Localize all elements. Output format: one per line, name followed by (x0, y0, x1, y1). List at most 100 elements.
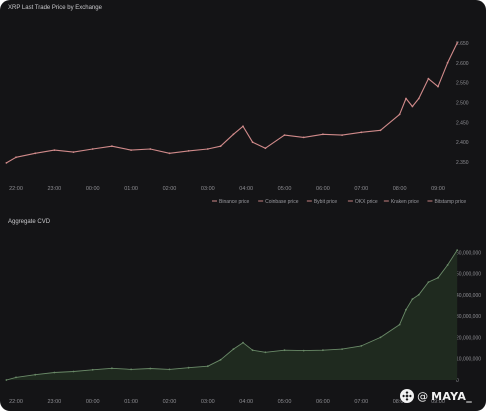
data-point (398, 323, 401, 326)
y-tick-label: 50,000,000 (456, 272, 481, 278)
y-tick-label: 2.600 (456, 61, 469, 67)
y-tick-label: 40,000,000 (456, 293, 481, 299)
y-tick-label: 0 (456, 378, 459, 384)
data-point (5, 162, 8, 164)
x-tick-label: 03:00 (201, 186, 215, 192)
data-point (34, 152, 37, 155)
data-point (53, 149, 56, 152)
data-point (242, 341, 244, 344)
x-tick-label: 23:00 (47, 399, 61, 405)
data-point (322, 133, 324, 136)
y-tick-label: 2.350 (456, 160, 469, 166)
legend-item: Bybit price (306, 199, 338, 205)
data-point (302, 136, 305, 139)
data-point (130, 149, 133, 152)
data-point (446, 264, 449, 266)
watermark: @ MAYA_ (400, 389, 472, 403)
x-tick-label: 09:00 (431, 186, 445, 192)
legend-item: Binance price (212, 199, 250, 205)
y-tick-label: 2.450 (456, 120, 469, 126)
x-tick-label: 08:00 (393, 399, 407, 405)
data-point (53, 371, 56, 374)
legend-item: OKX price (347, 199, 378, 205)
x-tick-label: 22:00 (9, 186, 23, 192)
data-point (360, 345, 363, 347)
data-point (149, 148, 152, 150)
x-tick-label: 02:00 (163, 186, 177, 192)
x-tick-label: 01:00 (124, 186, 138, 192)
data-point (417, 293, 420, 296)
series-area (6, 250, 458, 380)
data-point (341, 134, 343, 137)
x-tick-label: 03:00 (201, 399, 215, 405)
price-chart: 22:00 23:00 00:00 01:00 02:00 03:00 04:00 05:00… (5, 41, 469, 205)
x-tick-label: 08:00 (393, 186, 407, 192)
data-point (111, 145, 113, 148)
data-point (242, 125, 244, 128)
x-tick-label: 00:00 (86, 399, 100, 405)
x-tick-label: 04:00 (239, 186, 253, 192)
legend-label: OKX price (355, 199, 378, 205)
data-point (232, 133, 235, 136)
data-point (187, 366, 190, 369)
data-point (341, 348, 343, 350)
legend-label: Bitstamp price (434, 199, 466, 205)
watermark-text: MAYA_ (431, 389, 472, 403)
data-point (437, 276, 439, 279)
data-point (251, 349, 254, 352)
y-tick-label: 10,000,000 (456, 357, 481, 363)
y-tick-label: 2.400 (456, 140, 469, 146)
data-point (302, 349, 305, 352)
data-point (456, 42, 459, 44)
data-point (264, 351, 267, 354)
x-tick-label: 22:00 (9, 399, 23, 405)
legend-label: Bybit price (314, 199, 338, 205)
data-point (283, 134, 286, 137)
data-point (72, 370, 75, 373)
data-point (405, 97, 407, 100)
legend-item: Bitstamp price (427, 199, 466, 205)
data-point (5, 379, 8, 381)
y-tick-label: 2.550 (456, 81, 469, 87)
watermark-at: @ (417, 389, 429, 403)
data-point (15, 156, 17, 159)
y-tick-label: 2.650 (456, 41, 469, 47)
data-point (130, 368, 133, 371)
y-tick-label: 2.500 (456, 101, 469, 107)
data-point (411, 298, 414, 300)
data-point (232, 348, 235, 350)
data-point (264, 147, 267, 150)
legend-label: Kraken price (391, 199, 419, 205)
data-point (398, 113, 401, 116)
data-point (251, 141, 254, 144)
x-tick-label: 05:00 (278, 186, 292, 192)
x-tick-label: 06:00 (316, 399, 330, 405)
cvd-chart-title: Aggregate CVD (8, 219, 51, 225)
data-point (427, 281, 430, 283)
x-tick-label: 07:00 (354, 186, 368, 192)
legend-item: Coinbase price (258, 199, 299, 205)
x-tick-label: 05:00 (278, 399, 292, 405)
data-point (417, 97, 420, 100)
data-point (456, 249, 459, 252)
x-tick-label: 07:00 (354, 399, 368, 405)
data-point (283, 349, 286, 352)
data-point (322, 349, 324, 352)
data-point (15, 376, 17, 379)
legend-label: Coinbase price (265, 199, 299, 205)
data-point (437, 85, 439, 88)
data-point (91, 148, 94, 150)
data-point (206, 365, 209, 368)
binance-logo-icon (400, 389, 415, 403)
data-point (219, 145, 222, 148)
data-point (91, 368, 94, 371)
x-tick-label: 02:00 (163, 399, 177, 405)
data-point (34, 373, 37, 376)
data-point (405, 308, 407, 311)
data-point (168, 152, 171, 155)
data-point (360, 131, 363, 134)
legend-item: Kraken price (383, 199, 419, 205)
data-point (111, 367, 113, 370)
